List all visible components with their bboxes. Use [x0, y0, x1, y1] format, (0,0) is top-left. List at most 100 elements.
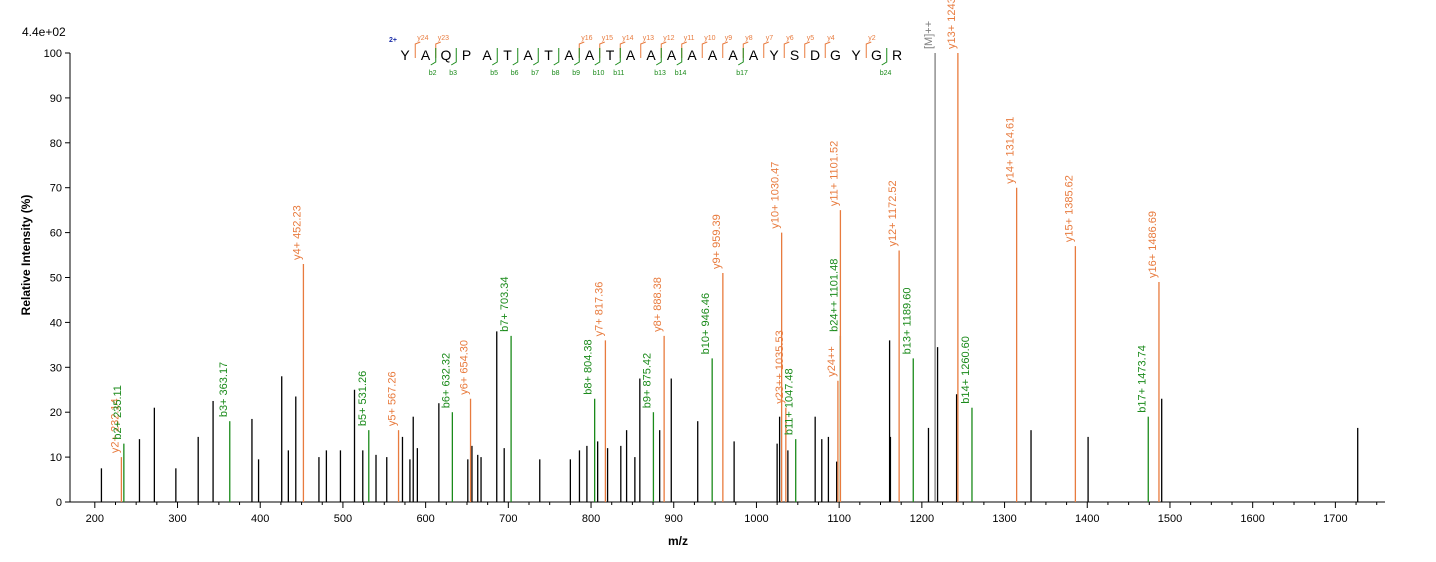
b-ion-label: b3+ 363.17 [218, 362, 230, 417]
b-ion-sequence-label: b7 [531, 70, 539, 77]
x-tick-label: 400 [251, 513, 269, 525]
y-ion-sequence-label: y12 [663, 35, 674, 42]
x-axis-ticks: 200 300 400 500 600 700 800 900 1000 1100 1200 1300… [86, 502, 1378, 525]
y-ion-label: y16+ 1486.69 [1147, 211, 1159, 278]
sequence-residue: A [749, 47, 759, 63]
sequence-residue: A [564, 47, 574, 63]
sequence-residue: G [871, 47, 882, 63]
x-tick-label: 200 [86, 513, 104, 525]
b-ion-label: b9+ 875.42 [641, 353, 653, 408]
y-ion-label: y10+ 1030.47 [770, 162, 782, 229]
y-ion-label: y15+ 1385.62 [1063, 175, 1075, 242]
y-tick-label: 70 [50, 183, 62, 195]
b-ion-bracket [491, 48, 498, 66]
y-ion-label: y24++ [826, 346, 838, 377]
b-ion-sequence-label: b11 [613, 70, 624, 77]
sequence-residue: A [482, 47, 492, 63]
y-tick-label: 90 [50, 93, 62, 105]
b-ion-bracket [655, 48, 662, 66]
b-ion-label: b13+ 1189.60 [901, 288, 913, 355]
x-tick-label: 300 [168, 513, 186, 525]
b-ion-label: b8+ 804.38 [583, 339, 595, 394]
b-ion-sequence-label: b10 [593, 70, 605, 77]
y-tick-label: 60 [50, 228, 62, 240]
sequence-residue: P [462, 47, 471, 63]
y-ion-sequence-label: y24 [417, 35, 428, 42]
y-ion-label: y23++ 1035.53 [774, 330, 786, 403]
x-tick-label: 600 [416, 513, 434, 525]
y-ion-sequence-label: y16 [581, 35, 592, 42]
x-tick-label: 800 [582, 513, 600, 525]
b-ion-sequence-label: b2 [429, 70, 437, 77]
sequence-residue: A [421, 47, 431, 63]
b-ion-label: b14+ 1260.60 [960, 336, 972, 404]
y-ion-label: y6+ 654.30 [459, 340, 471, 395]
y-ion-label: y14+ 1314.61 [1005, 117, 1017, 184]
y-axis-ticks: 0 10 20 30 40 50 60 70 80 90 100 [44, 48, 70, 509]
y-ion-bracket [619, 41, 626, 58]
x-tick-label: 1300 [992, 513, 1016, 525]
b-ion-label: b6+ 632.32 [440, 353, 452, 408]
b-ion-label: b24++ 1101.48 [828, 259, 840, 332]
x-tick-label: 1500 [1158, 513, 1182, 525]
y-ion-sequence-label: y7 [766, 35, 774, 42]
y-tick-label: 10 [50, 452, 62, 464]
y-ion-sequence-label: y23 [438, 35, 449, 42]
y-ion-bracket [763, 41, 769, 58]
y-ion-label: y7+ 817.36 [593, 282, 605, 337]
b-ion-bracket [553, 48, 560, 66]
y-ion-sequence-label: y14 [622, 35, 633, 42]
b-ion-sequence-label: b6 [511, 70, 519, 77]
b-ion-bracket [573, 48, 580, 66]
x-tick-label: 1700 [1323, 513, 1347, 525]
x-tick-label: 900 [665, 513, 683, 525]
y-ion-bracket [824, 41, 831, 58]
y-ion-bracket [865, 41, 872, 58]
y-ion-label: y12+ 1172.52 [887, 180, 899, 246]
y-ion-label: y5+ 567.26 [387, 371, 399, 426]
b-ion-bracket [594, 48, 601, 66]
sequence-residue: T [606, 47, 615, 63]
b-ion-label: b7+ 703.34 [499, 276, 511, 331]
y-ion-label: y2+ 232.14 [109, 398, 121, 453]
y-ion-bracket [660, 41, 667, 58]
sequence-residue: A [687, 47, 697, 63]
sequence-residue: A [585, 47, 595, 63]
b-ion-sequence-label: b24 [880, 70, 892, 77]
x-tick-label: 700 [499, 513, 517, 525]
precursor-ion-label: [M]++ [923, 21, 935, 49]
b-ion-sequence-label: b3 [449, 70, 457, 77]
b-ion-label: b10+ 946.46 [700, 293, 712, 354]
b-ion-bracket [737, 48, 744, 66]
sequence-residue: A [646, 47, 656, 63]
y-ion-label: y8+ 888.38 [652, 277, 664, 332]
sequence-residue: G [830, 47, 841, 63]
y-ion-label: y13+ 1243.56 [946, 0, 958, 49]
y-ion-bracket [783, 41, 790, 58]
b-ion-bracket [532, 48, 539, 66]
sequence-residue: A [667, 47, 677, 63]
b-ion-label: b5+ 531.26 [357, 371, 369, 426]
y-ion-sequence-label: y2 [868, 35, 876, 42]
y-ion-sequence-label: y11 [684, 35, 695, 42]
b-ion-sequence-label: b17 [736, 70, 748, 77]
y-ion-bracket [640, 41, 646, 58]
y-ion-sequence-label: y13 [643, 35, 654, 42]
x-tick-label: 1200 [910, 513, 934, 525]
y-axis-title: Relative Intensity (%) [19, 195, 33, 316]
b-ion-bracket [676, 48, 683, 66]
b-ion-sequence-label: b14 [675, 70, 687, 77]
y-ion-bracket [722, 41, 728, 58]
b-ion-label: b17+ 1473.74 [1136, 345, 1148, 413]
y-tick-label: 80 [50, 138, 62, 150]
y-ion-sequence-label: y10 [704, 35, 715, 42]
b-ion-bracket [512, 48, 519, 66]
x-tick-label: 1000 [744, 513, 768, 525]
y-tick-label: 50 [50, 273, 62, 285]
sequence-residue: T [503, 47, 512, 63]
intensity-scale-label: 4.4e+02 [22, 25, 66, 39]
y-ion-sequence-label: y4 [827, 35, 835, 42]
